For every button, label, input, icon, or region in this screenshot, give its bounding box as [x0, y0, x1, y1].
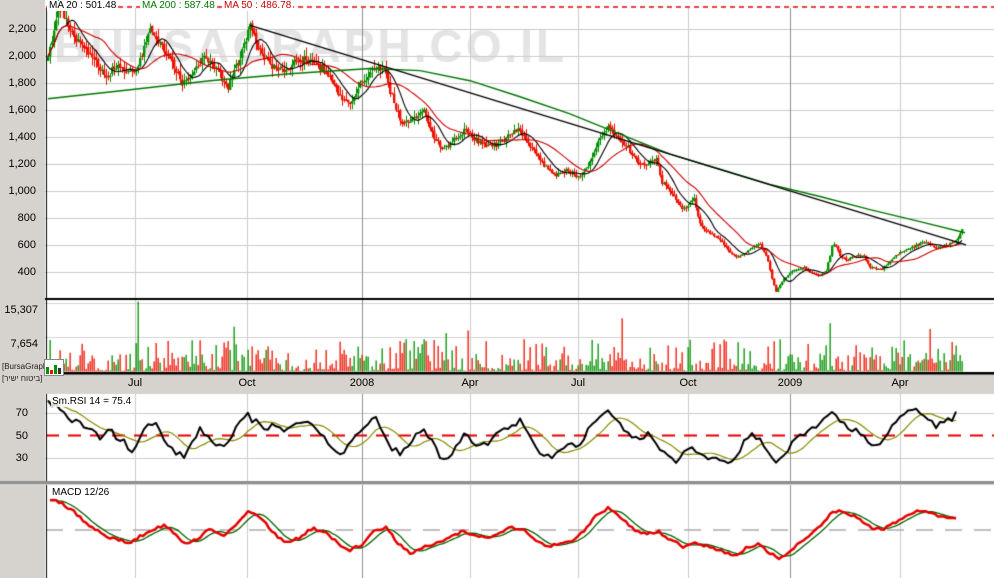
- volume-axis-label: 15,307: [4, 303, 38, 316]
- price-axis-label: 1,000: [8, 185, 36, 197]
- price-axis-label: 600: [17, 239, 36, 251]
- macd-panel-label: MACD 12/26: [51, 487, 111, 498]
- legend-ma20: MA 20 : 501.48: [47, 0, 119, 11]
- rsi-axis-label: 70: [15, 407, 28, 419]
- price-axis-label: 1,200: [8, 158, 36, 170]
- legend-ma50: MA 50 : 486.78: [222, 0, 294, 11]
- time-axis-label: Apr: [461, 377, 479, 389]
- price-axis-label: 2,200: [8, 23, 36, 35]
- price-axis-label: 800: [17, 212, 36, 224]
- price-axis-label: 2,000: [8, 50, 36, 62]
- legend-ma200: MA 200 : 587.48: [140, 0, 217, 11]
- time-axis-label: 2009: [777, 377, 803, 389]
- time-axis-label: Apr: [891, 377, 909, 389]
- price-axis-label: 1,800: [8, 77, 36, 89]
- rsi-panel-label: Sm.RSI 14 = 75.4: [51, 396, 133, 407]
- time-axis-label: Oct: [238, 377, 256, 389]
- stock-name-credit: [ביטוח ישיר]: [2, 374, 43, 383]
- price-axis-label: 1,400: [8, 131, 36, 143]
- rsi-axis-label: 30: [15, 452, 28, 464]
- bursagraph-logo-icon: [44, 359, 64, 376]
- rsi-axis-label: 50: [15, 429, 28, 442]
- bursagraph-credit: [BursaGraph]: [2, 362, 50, 371]
- price-axis-label: 1,600: [8, 104, 36, 116]
- time-axis-label: Jul: [127, 377, 143, 389]
- volume-axis-label: 7,654: [10, 338, 38, 351]
- price-axis-label: 400: [17, 266, 36, 278]
- time-axis-label: 2008: [349, 377, 375, 389]
- time-axis-label: Oct: [679, 377, 697, 389]
- time-axis-label: Jul: [570, 377, 586, 389]
